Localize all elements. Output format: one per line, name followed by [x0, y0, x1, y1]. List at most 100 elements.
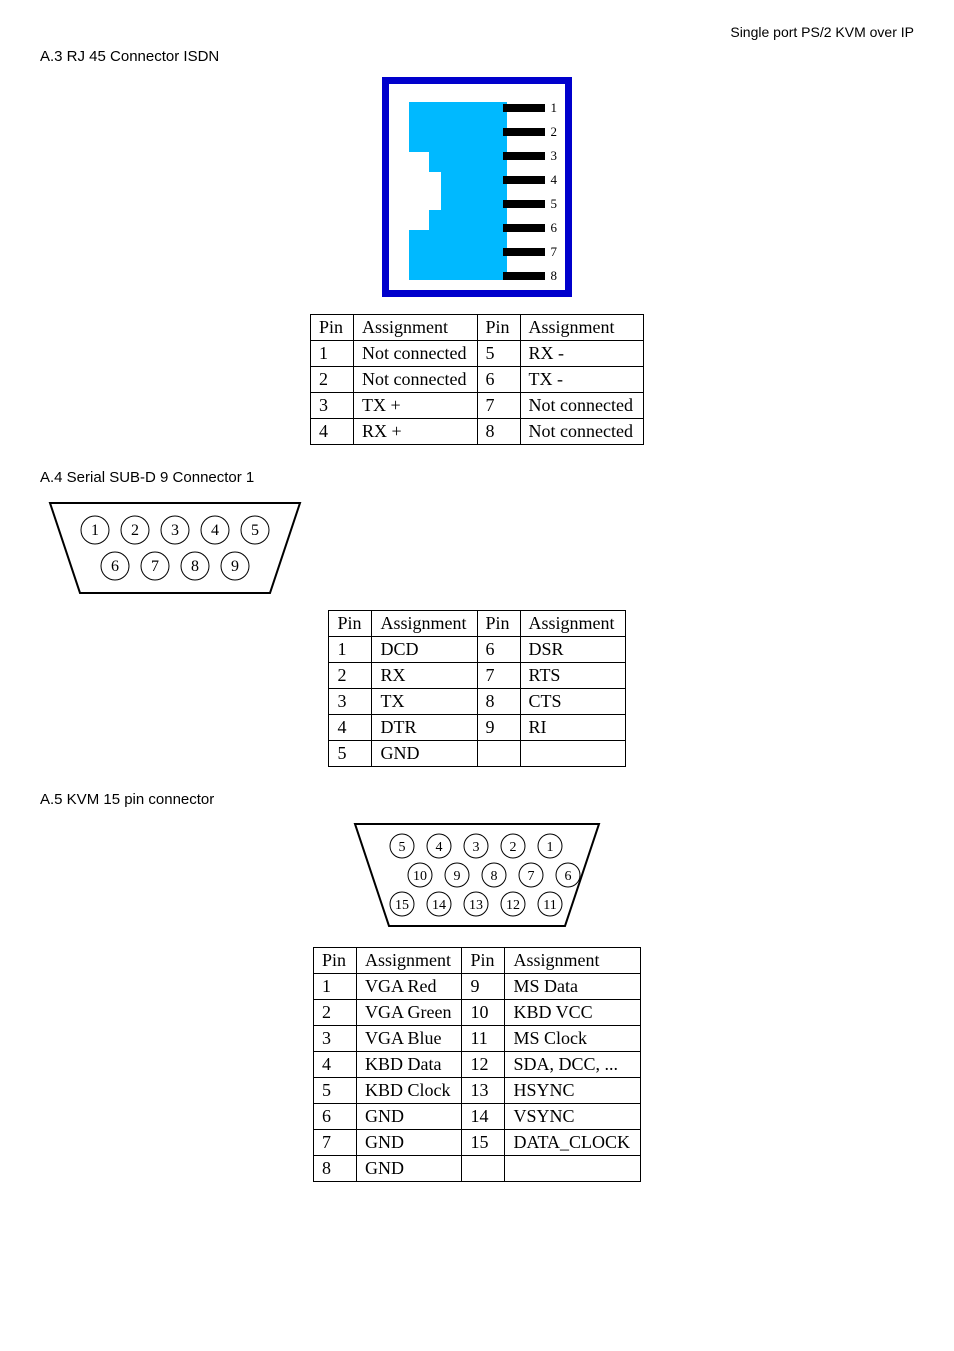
- cell: KBD Data: [356, 1052, 461, 1078]
- pin-label: 14: [432, 898, 446, 913]
- cell: 5: [329, 741, 372, 767]
- cell: 7: [477, 393, 520, 419]
- cell: 6: [477, 637, 520, 663]
- col-pin: Pin: [311, 315, 354, 341]
- cell: 11: [462, 1026, 505, 1052]
- pin-label: 13: [469, 898, 483, 913]
- cell: 5: [477, 341, 520, 367]
- cell: HSYNC: [505, 1078, 641, 1104]
- cell: GND: [356, 1104, 461, 1130]
- table-row: 8GND: [313, 1156, 640, 1182]
- cell: DATA_CLOCK: [505, 1130, 641, 1156]
- cell: 1: [313, 974, 356, 1000]
- cell: RX: [372, 663, 477, 689]
- cell: 1: [329, 637, 372, 663]
- pin-label: 4: [436, 840, 443, 855]
- cell: DCD: [372, 637, 477, 663]
- cell: Not connected: [520, 393, 643, 419]
- table-row: 7GND15DATA_CLOCK: [313, 1130, 640, 1156]
- cell: [520, 741, 625, 767]
- table-row: 1DCD6DSR: [329, 637, 625, 663]
- hd15-connector-drawing: 5 4 3 2 1 10 9 8 7 6 15 14 13 12 11: [347, 820, 607, 930]
- table-row: 2RX7RTS: [329, 663, 625, 689]
- rj45-connector-drawing: 1 2 3 4 5 6 7 8: [382, 77, 572, 297]
- cell: 15: [462, 1130, 505, 1156]
- table-row: 6GND14VSYNC: [313, 1104, 640, 1130]
- cell: GND: [356, 1130, 461, 1156]
- cell: 7: [313, 1130, 356, 1156]
- table-row: 5GND: [329, 741, 625, 767]
- cell: KBD Clock: [356, 1078, 461, 1104]
- pin-label: 7: [528, 869, 535, 884]
- rj45-pin-5: 5: [503, 192, 558, 216]
- cell: VGA Green: [356, 1000, 461, 1026]
- cell: DSR: [520, 637, 625, 663]
- cell: 8: [477, 419, 520, 445]
- cell: 2: [311, 367, 354, 393]
- cell: [477, 741, 520, 767]
- pin-label: 6: [111, 558, 119, 575]
- cell: VSYNC: [505, 1104, 641, 1130]
- table-row: 3 TX + 7 Not connected: [311, 393, 644, 419]
- cell: Not connected: [354, 367, 477, 393]
- cell: 6: [477, 367, 520, 393]
- pin-label: 3: [473, 840, 480, 855]
- table-row: 2VGA Green10KBD VCC: [313, 1000, 640, 1026]
- pin-label: 8: [191, 558, 199, 575]
- cell: RTS: [520, 663, 625, 689]
- col-pin: Pin: [477, 611, 520, 637]
- section-heading-hd15: A.5 KVM 15 pin connector: [40, 791, 914, 808]
- table-row: 1VGA Red9MS Data: [313, 974, 640, 1000]
- cell: MS Clock: [505, 1026, 641, 1052]
- cell: MS Data: [505, 974, 641, 1000]
- rj45-pins: 1 2 3 4 5 6 7 8: [503, 96, 558, 288]
- pin-label: 15: [395, 898, 409, 913]
- cell: 3: [329, 689, 372, 715]
- pin-label: 8: [491, 869, 498, 884]
- table-row: 5KBD Clock13HSYNC: [313, 1078, 640, 1104]
- cell: 2: [329, 663, 372, 689]
- cell: 4: [329, 715, 372, 741]
- cell: 4: [311, 419, 354, 445]
- rj45-pin-6: 6: [503, 216, 558, 240]
- cell: 1: [311, 341, 354, 367]
- rj45-key-cut2: [409, 172, 429, 210]
- cell: 7: [477, 663, 520, 689]
- cell: TX: [372, 689, 477, 715]
- pin-label: 1: [91, 522, 99, 539]
- pin-label: 9: [454, 869, 461, 884]
- hd15-pinout-table: Pin Assignment Pin Assignment 1VGA Red9M…: [313, 947, 641, 1182]
- cell: 8: [477, 689, 520, 715]
- table-row: 4 RX + 8 Not connected: [311, 419, 644, 445]
- col-assignment: Assignment: [356, 948, 461, 974]
- pin-label: 7: [151, 558, 159, 575]
- cell: 8: [313, 1156, 356, 1182]
- col-pin: Pin: [313, 948, 356, 974]
- rj45-pin-4: 4: [503, 168, 558, 192]
- cell: [505, 1156, 641, 1182]
- cell: TX -: [520, 367, 643, 393]
- cell: 3: [313, 1026, 356, 1052]
- db9-pinout-table: Pin Assignment Pin Assignment 1DCD6DSR 2…: [328, 610, 625, 767]
- rj45-pin-1: 1: [503, 96, 558, 120]
- cell: Not connected: [354, 341, 477, 367]
- col-assignment: Assignment: [372, 611, 477, 637]
- cell: Not connected: [520, 419, 643, 445]
- cell: 13: [462, 1078, 505, 1104]
- db9-connector-drawing: 1 2 3 4 5 6 7 8 9: [40, 498, 310, 598]
- table-row: Pin Assignment Pin Assignment: [311, 315, 644, 341]
- rj45-pin-7: 7: [503, 240, 558, 264]
- col-assignment: Assignment: [520, 315, 643, 341]
- cell: RX -: [520, 341, 643, 367]
- col-pin: Pin: [462, 948, 505, 974]
- cell: [462, 1156, 505, 1182]
- cell: 12: [462, 1052, 505, 1078]
- pin-label: 4: [211, 522, 219, 539]
- pin-label: 10: [413, 869, 427, 884]
- cell: DTR: [372, 715, 477, 741]
- col-pin: Pin: [329, 611, 372, 637]
- cell: RI: [520, 715, 625, 741]
- section-heading-db9: A.4 Serial SUB-D 9 Connector 1: [40, 469, 914, 486]
- cell: VGA Blue: [356, 1026, 461, 1052]
- pin-label: 5: [399, 840, 406, 855]
